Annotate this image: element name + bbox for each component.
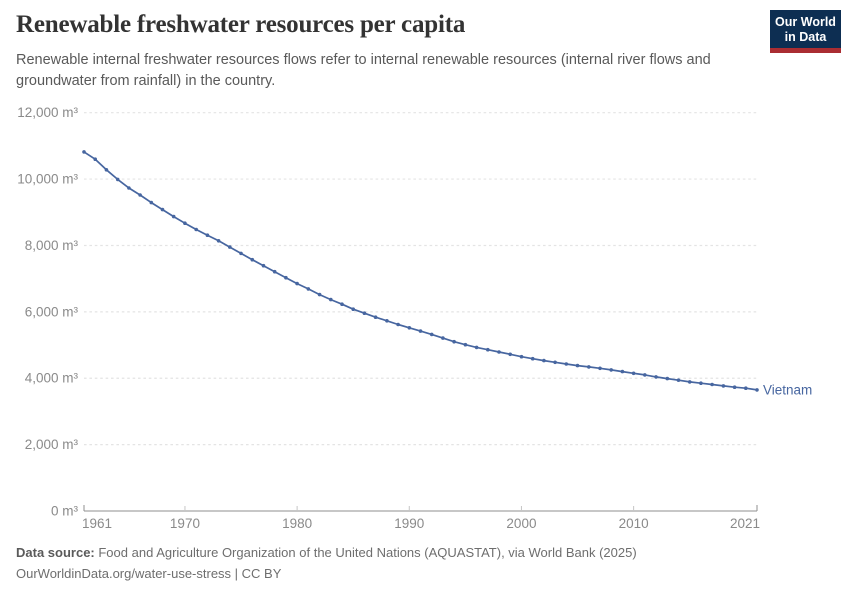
y-axis-tick-label: 4,000 m³ [25, 371, 79, 386]
data-point[interactable] [587, 365, 591, 369]
data-point[interactable] [373, 315, 378, 319]
data-point[interactable] [284, 275, 288, 280]
data-point[interactable] [160, 207, 165, 212]
data-point[interactable] [194, 227, 198, 232]
data-point[interactable] [676, 378, 681, 383]
data-point[interactable] [127, 186, 131, 190]
data-point[interactable] [620, 369, 625, 374]
data-point[interactable] [317, 292, 322, 297]
y-axis-tick-label: 10,000 m³ [17, 172, 78, 187]
data-point[interactable] [721, 384, 726, 388]
x-axis-tick-label: 2010 [619, 516, 649, 531]
data-point[interactable] [441, 336, 445, 340]
data-point[interactable] [665, 376, 670, 381]
series-end-label[interactable]: Vietnam [763, 382, 812, 397]
data-point[interactable] [699, 381, 703, 386]
data-point[interactable] [407, 326, 412, 330]
footer-license-link[interactable]: OurWorldinData.org/water-use-stress | CC… [16, 566, 282, 581]
data-point[interactable] [351, 307, 356, 311]
data-point[interactable] [171, 214, 176, 219]
footer-source-text: Food and Agriculture Organization of the… [94, 545, 637, 560]
data-point[interactable] [228, 245, 232, 249]
data-point[interactable] [643, 373, 647, 377]
owid-logo-line1: Our World [775, 15, 836, 29]
data-point[interactable] [82, 150, 86, 154]
data-point[interactable] [205, 233, 210, 237]
data-point[interactable] [564, 362, 569, 366]
data-point[interactable] [486, 347, 490, 352]
data-point[interactable] [138, 193, 142, 197]
data-point[interactable] [474, 345, 479, 350]
data-point[interactable] [239, 251, 243, 256]
x-axis-tick-label: 1970 [170, 516, 200, 531]
data-point[interactable] [530, 356, 535, 361]
data-point[interactable] [385, 319, 389, 323]
owid-logo[interactable]: Our World in Data [770, 10, 841, 53]
chart-canvas: 0 m³ 2,000 m³ 4,000 m³ 6,000 m³ 8,000 m³ 10,0… [17, 105, 812, 531]
data-point[interactable] [261, 263, 266, 268]
data-point[interactable] [497, 350, 501, 354]
y-axis-tick-label: 12,000 m³ [17, 105, 78, 120]
data-point[interactable] [687, 380, 692, 384]
x-axis-tick-label: 1961 [82, 516, 112, 531]
data-point[interactable] [93, 157, 97, 161]
data-point[interactable] [272, 269, 277, 274]
data-point[interactable] [362, 311, 367, 315]
data-point[interactable] [508, 352, 512, 357]
data-point[interactable] [519, 354, 524, 359]
data-point[interactable] [340, 302, 344, 306]
data-point[interactable] [755, 388, 759, 392]
data-point[interactable] [598, 366, 602, 371]
data-point[interactable] [542, 358, 546, 363]
x-axis-tick-label: 2021 [730, 516, 760, 531]
data-point[interactable] [295, 281, 299, 286]
x-axis-tick-label: 1980 [282, 516, 312, 531]
y-axis-tick-label: 6,000 m³ [25, 304, 79, 319]
data-point[interactable] [732, 385, 737, 390]
series-line[interactable] [83, 151, 758, 391]
data-point[interactable] [149, 200, 154, 205]
x-axis-tick-label: 2000 [506, 516, 536, 531]
data-point[interactable] [306, 287, 311, 291]
data-point[interactable] [463, 342, 468, 347]
data-point[interactable] [329, 297, 333, 302]
data-point[interactable] [429, 332, 434, 337]
y-axis-tick-label: 8,000 m³ [25, 238, 79, 253]
data-point[interactable] [418, 329, 423, 333]
line-chart-plot-area[interactable]: 0 m³ 2,000 m³ 4,000 m³ 6,000 m³ 8,000 m³ 10,0… [0, 95, 850, 540]
data-point[interactable] [115, 177, 120, 182]
data-point[interactable] [250, 257, 255, 262]
data-point[interactable] [553, 360, 557, 365]
data-point[interactable] [654, 375, 658, 379]
data-point[interactable] [710, 382, 714, 387]
data-point[interactable] [104, 168, 109, 172]
data-point[interactable] [575, 363, 580, 368]
y-axis-tick-label: 0 m³ [51, 504, 79, 519]
footer-source-label: Data source: [16, 545, 95, 560]
chart-subtitle: Renewable internal freshwater resources … [16, 52, 711, 89]
footer-source: Data source: Food and Agriculture Organi… [16, 545, 637, 560]
owid-logo-line2: in Data [784, 29, 827, 44]
data-point[interactable] [396, 322, 400, 327]
chart-title: Renewable freshwater resources per capit… [16, 11, 466, 38]
data-point[interactable] [744, 386, 748, 391]
data-point[interactable] [216, 239, 221, 243]
y-axis-tick-label: 2,000 m³ [25, 437, 79, 452]
x-axis-tick-label: 1990 [394, 516, 424, 531]
data-point[interactable] [183, 221, 187, 225]
data-point[interactable] [452, 339, 456, 344]
data-point[interactable] [631, 371, 636, 376]
data-point[interactable] [609, 368, 613, 372]
